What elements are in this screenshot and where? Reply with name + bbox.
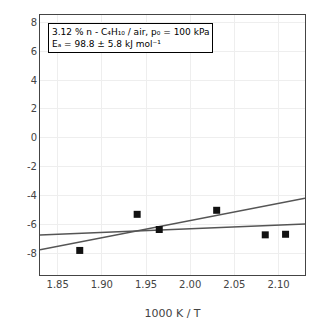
svg-text:1000 K / T: 1000 K / T [144, 307, 200, 320]
svg-text:2: 2 [31, 103, 37, 114]
svg-text:-2: -2 [27, 161, 37, 172]
svg-text:8: 8 [31, 17, 37, 28]
svg-text:2.00: 2.00 [179, 279, 201, 290]
svg-text:1.85: 1.85 [47, 279, 69, 290]
svg-text:4: 4 [31, 75, 37, 86]
svg-text:-6: -6 [27, 219, 37, 230]
svg-text:-8: -8 [27, 248, 37, 259]
svg-text:0: 0 [31, 132, 37, 143]
svg-text:3.12 % n - C₄H₁₀ / air, p₀ = 1: 3.12 % n - C₄H₁₀ / air, p₀ = 100 kPaEₐ =… [52, 27, 209, 49]
svg-text:1.90: 1.90 [91, 279, 113, 290]
svg-text:2.05: 2.05 [223, 279, 245, 290]
svg-text:-4: -4 [27, 190, 37, 201]
svg-text:2.10: 2.10 [267, 279, 289, 290]
svg-text:6: 6 [31, 46, 37, 57]
svg-text:1.95: 1.95 [135, 279, 157, 290]
